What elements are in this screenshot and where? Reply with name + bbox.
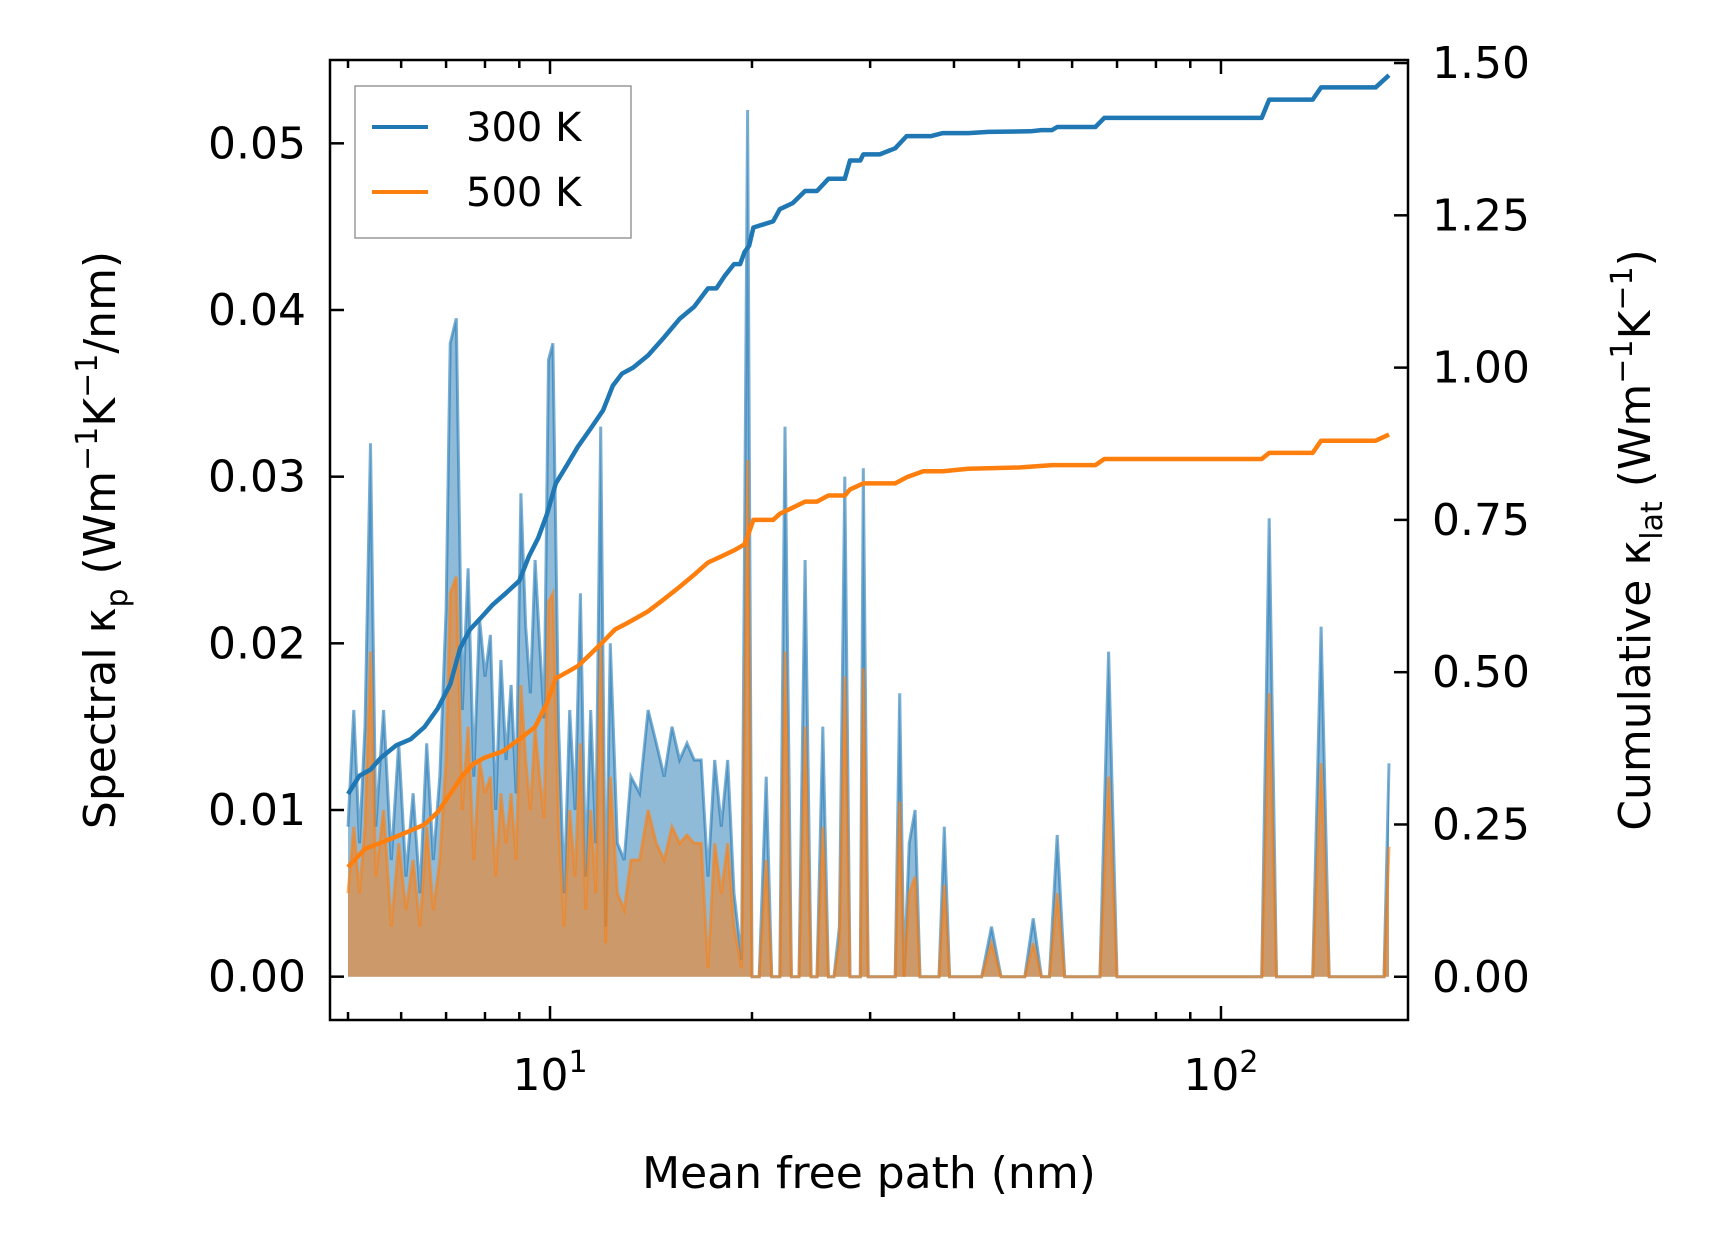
y-right-tick-label: 0.75 (1432, 495, 1530, 546)
x-tick-label: 101 (512, 1045, 587, 1101)
y-left-tick-label: 0.04 (208, 285, 306, 336)
y-right-tick-label: 0.50 (1432, 647, 1530, 698)
y-right-tick-label: 1.00 (1432, 343, 1530, 394)
y-left-tick-label: 0.03 (208, 452, 306, 503)
y-right-axis-label: Cumulative κlat (Wm−1K−1) (1605, 249, 1670, 831)
x-axis-label: Mean free path (nm) (642, 1148, 1096, 1199)
y-left-tick-labels: 0.00 0.01 0.02 0.03 0.04 0.05 (208, 118, 306, 1002)
y-left-tick-label: 0.02 (208, 618, 306, 669)
cumulative-lines (346, 73, 1391, 869)
legend-box (354, 85, 632, 239)
legend: 300 K 500 K (354, 85, 632, 239)
spectral-fill-500k (348, 460, 1389, 977)
legend-label-500k: 500 K (466, 170, 583, 216)
cumulative-line-500k (346, 432, 1390, 869)
legend-label-300k: 300 K (466, 105, 583, 151)
y-right-tick-label: 1.50 (1432, 38, 1530, 89)
axis-ticks (330, 60, 1408, 1020)
spectral-fills (346, 109, 1391, 979)
y-left-tick-label: 0.01 (208, 785, 306, 836)
y-right-tick-labels: 0.00 0.25 0.50 0.75 1.00 1.25 1.50 (1432, 38, 1530, 1003)
y-right-tick-label: 0.00 (1432, 952, 1530, 1003)
y-left-axis-label: Spectral κp (Wm−1K−1/nm) (70, 251, 135, 829)
y-right-tick-label: 1.25 (1432, 190, 1530, 241)
cumulative-line-300k (346, 73, 1391, 796)
x-tick-label: 102 (1183, 1045, 1258, 1101)
y-left-tick-label: 0.00 (208, 952, 306, 1003)
spectral-line-500k (346, 459, 1391, 979)
x-tick-labels: 101 102 (512, 1045, 1258, 1101)
plot-area (346, 73, 1391, 979)
y-right-tick-label: 0.25 (1432, 799, 1530, 850)
y-left-tick-label: 0.05 (208, 118, 306, 169)
